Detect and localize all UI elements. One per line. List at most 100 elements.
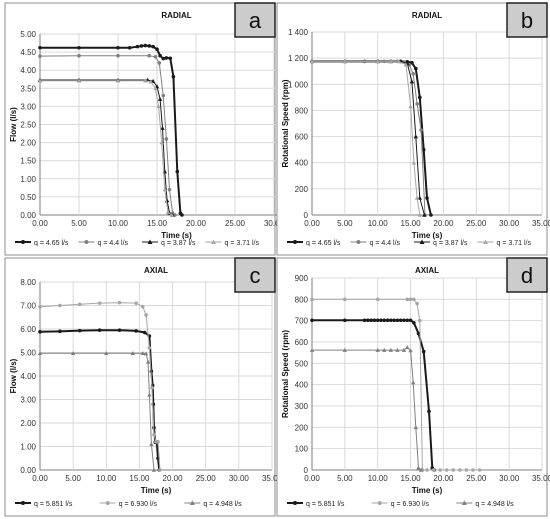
x-tick-label: 5.00 bbox=[337, 219, 353, 228]
data-point bbox=[416, 465, 421, 470]
data-point bbox=[161, 56, 166, 61]
data-point bbox=[76, 78, 82, 83]
data-point bbox=[419, 128, 423, 132]
legend-item: q = 4.65 l/s bbox=[15, 240, 69, 247]
chart-title: AXIAL bbox=[144, 266, 168, 275]
data-point bbox=[392, 318, 396, 323]
data-point bbox=[37, 78, 43, 83]
x-tick-label: 30.00 bbox=[264, 219, 285, 228]
x-tick-label: 25.00 bbox=[196, 474, 217, 483]
x-tick-label: 20.00 bbox=[186, 219, 207, 228]
data-point bbox=[158, 468, 162, 472]
x-tick-label: 25.00 bbox=[466, 219, 487, 228]
data-point bbox=[164, 56, 169, 60]
data-point bbox=[58, 329, 62, 334]
data-point bbox=[417, 95, 422, 100]
legend-label: q = 3.87 l/s bbox=[161, 240, 196, 247]
x-axis-label: Time (s) bbox=[141, 486, 172, 495]
y-tick-label: 0 bbox=[304, 211, 309, 220]
data-point bbox=[388, 59, 394, 64]
data-point bbox=[309, 59, 315, 64]
data-point bbox=[379, 318, 383, 323]
data-point bbox=[414, 195, 420, 200]
x-axis-label: Time (s) bbox=[412, 231, 443, 240]
data-point bbox=[168, 56, 173, 61]
series-line bbox=[40, 79, 173, 216]
x-tick-label: 0.00 bbox=[32, 474, 48, 483]
legend-swatch-marker bbox=[105, 501, 110, 505]
panel-label: c bbox=[250, 263, 261, 288]
data-point bbox=[152, 432, 156, 437]
data-point bbox=[135, 44, 140, 49]
data-point bbox=[145, 359, 151, 364]
data-point bbox=[77, 53, 81, 58]
data-point bbox=[366, 318, 370, 323]
x-tick-label: 15.00 bbox=[147, 219, 168, 228]
y-tick-label: 2.00 bbox=[20, 139, 36, 148]
data-point bbox=[143, 78, 148, 83]
data-point bbox=[422, 212, 427, 217]
x-tick-label: 20.00 bbox=[163, 474, 184, 483]
data-point bbox=[382, 347, 387, 352]
data-point bbox=[77, 328, 82, 333]
panel-border bbox=[4, 257, 276, 517]
data-point bbox=[403, 62, 409, 67]
x-tick-label: 20.00 bbox=[433, 219, 454, 228]
legend-item: q = 4.4 l/s bbox=[350, 240, 401, 247]
data-point bbox=[70, 351, 76, 355]
y-tick-label: 4.00 bbox=[20, 66, 36, 75]
y-tick-label: 100 bbox=[295, 445, 309, 454]
legend-label: q = 4.948 l/s bbox=[203, 501, 242, 508]
data-point bbox=[464, 468, 469, 472]
x-tick-label: 25.00 bbox=[225, 219, 246, 228]
data-point bbox=[408, 348, 413, 353]
data-point bbox=[417, 318, 422, 323]
series-line bbox=[312, 60, 421, 216]
data-point bbox=[149, 441, 154, 446]
series-2 bbox=[310, 297, 482, 472]
y-tick-label: 600 bbox=[295, 133, 309, 142]
data-point bbox=[417, 212, 422, 217]
data-point bbox=[398, 318, 403, 323]
panel-label-box bbox=[506, 2, 548, 38]
legend-item: q = 6.930 l/s bbox=[371, 501, 429, 508]
data-point bbox=[395, 318, 400, 323]
x-tick-label: 10.00 bbox=[368, 219, 389, 228]
data-point bbox=[408, 104, 413, 109]
data-point bbox=[451, 468, 456, 472]
data-point bbox=[385, 318, 390, 323]
panel-label: a bbox=[249, 8, 262, 33]
y-tick-label: 8.00 bbox=[20, 278, 36, 287]
data-point bbox=[142, 330, 147, 335]
x-tick-label: 0.00 bbox=[32, 219, 48, 228]
x-tick-label: 10.00 bbox=[108, 219, 129, 228]
data-point bbox=[143, 351, 149, 356]
x-tick-label: 25.00 bbox=[466, 474, 487, 483]
data-point bbox=[77, 45, 81, 50]
data-point bbox=[130, 351, 135, 355]
y-tick-label: 1.00 bbox=[20, 175, 36, 184]
data-point bbox=[38, 330, 42, 334]
data-point bbox=[150, 385, 154, 390]
data-point bbox=[155, 47, 159, 52]
data-point bbox=[104, 351, 109, 355]
data-point bbox=[151, 44, 155, 49]
y-tick-label: 0.00 bbox=[20, 466, 36, 475]
data-point bbox=[372, 318, 377, 323]
legend-swatch-marker bbox=[356, 240, 361, 244]
y-tick-label: 2.00 bbox=[20, 419, 36, 428]
legend-item: q = 3.87 l/s bbox=[142, 239, 196, 247]
data-point bbox=[157, 96, 163, 101]
data-point bbox=[369, 318, 373, 323]
data-point bbox=[408, 318, 413, 323]
data-point bbox=[409, 79, 415, 84]
legend-label: q = 5.851 l/s bbox=[306, 501, 345, 508]
y-tick-label: 4.00 bbox=[20, 372, 36, 381]
data-point bbox=[144, 313, 148, 317]
data-point bbox=[134, 329, 138, 333]
legend-swatch-marker bbox=[189, 500, 195, 505]
data-point bbox=[38, 45, 42, 50]
data-point bbox=[362, 318, 367, 323]
data-point bbox=[147, 53, 151, 58]
legend-item: q = 5.851 l/s bbox=[287, 501, 345, 508]
